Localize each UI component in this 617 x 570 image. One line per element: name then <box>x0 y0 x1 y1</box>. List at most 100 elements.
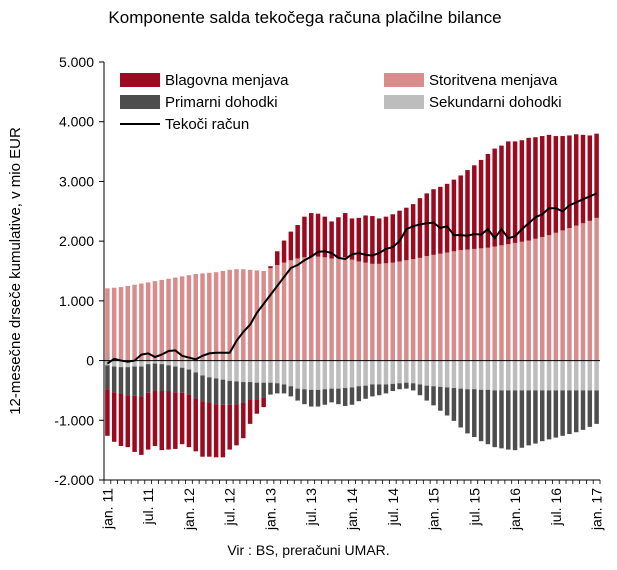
bar-sekundarni-dohodki-50 <box>445 361 449 388</box>
bar-primarni-dohodki-44 <box>404 383 408 389</box>
bar-primarni-dohodki-57 <box>492 390 496 447</box>
bar-sekundarni-dohodki-27 <box>289 361 293 387</box>
bar-blagovna-menjava-39 <box>370 216 374 264</box>
bar-primarni-dohodki-0 <box>105 365 109 389</box>
bar-storitvena-menjava-17 <box>221 271 225 361</box>
bar-storitvena-menjava-48 <box>431 255 435 361</box>
bar-sekundarni-dohodki-59 <box>506 361 510 391</box>
bar-sekundarni-dohodki-29 <box>302 361 306 390</box>
bar-primarni-dohodki-19 <box>234 381 238 404</box>
bar-storitvena-menjava-16 <box>214 272 218 360</box>
y-tick-label: 5.000 <box>59 54 94 70</box>
bar-primarni-dohodki-39 <box>370 384 374 396</box>
bar-primarni-dohodki-28 <box>295 389 299 401</box>
bar-blagovna-menjava-41 <box>384 217 388 264</box>
x-tick-label: jan. 15 <box>426 488 442 531</box>
bar-primarni-dohodki-48 <box>431 386 435 405</box>
bar-sekundarni-dohodki-11 <box>180 361 184 368</box>
x-tick-label: jan. 13 <box>262 488 278 531</box>
bar-primarni-dohodki-53 <box>465 389 469 433</box>
bar-primarni-dohodki-34 <box>336 389 340 405</box>
y-tick-label: -2.000 <box>54 472 94 488</box>
bar-primarni-dohodki-68 <box>567 390 571 434</box>
bar-storitvena-menjava-12 <box>187 275 191 360</box>
bar-sekundarni-dohodki-58 <box>499 361 503 391</box>
bar-blagovna-menjava-40 <box>377 218 381 263</box>
bar-blagovna-menjava-0 <box>105 389 109 436</box>
bar-storitvena-menjava-7 <box>153 281 157 360</box>
bar-sekundarni-dohodki-55 <box>479 361 483 390</box>
bar-sekundarni-dohodki-1 <box>112 361 116 367</box>
bar-blagovna-menjava-68 <box>567 135 571 228</box>
x-tick-label: jul. 14 <box>385 488 401 527</box>
bar-blagovna-menjava-4 <box>132 396 136 452</box>
bar-sekundarni-dohodki-8 <box>160 361 164 365</box>
x-tick-label: jul. 12 <box>222 488 238 527</box>
y-tick-label: 4.000 <box>59 114 94 130</box>
bar-sekundarni-dohodki-33 <box>329 361 333 389</box>
bar-sekundarni-dohodki-9 <box>166 361 170 366</box>
bar-sekundarni-dohodki-12 <box>187 361 191 370</box>
bar-primarni-dohodki-27 <box>289 386 293 396</box>
legend-label-blagovna-menjava: Blagovna menjava <box>165 72 289 89</box>
legend-label-sekundarni-dohodki: Sekundarni dohodki <box>429 94 562 111</box>
bar-sekundarni-dohodki-67 <box>560 361 564 391</box>
bar-storitvena-menjava-63 <box>533 239 537 361</box>
bar-sekundarni-dohodki-35 <box>343 361 347 388</box>
x-tick-label: jan. 14 <box>344 488 360 531</box>
bar-primarni-dohodki-10 <box>173 367 177 393</box>
bars-layer <box>105 134 599 458</box>
bar-primarni-dohodki-70 <box>581 390 585 429</box>
bar-storitvena-menjava-55 <box>479 248 483 360</box>
bar-sekundarni-dohodki-47 <box>425 361 429 386</box>
bar-storitvena-menjava-38 <box>363 263 367 361</box>
bar-blagovna-menjava-11 <box>180 393 184 444</box>
bar-blagovna-menjava-72 <box>594 134 598 218</box>
bar-primarni-dohodki-12 <box>187 370 191 395</box>
bar-primarni-dohodki-35 <box>343 388 347 406</box>
bar-sekundarni-dohodki-19 <box>234 361 238 382</box>
bar-primarni-dohodki-59 <box>506 390 510 449</box>
bar-sekundarni-dohodki-52 <box>458 361 462 389</box>
bar-sekundarni-dohodki-63 <box>533 361 537 391</box>
y-tick-label: 0 <box>86 353 94 369</box>
bar-primarni-dohodki-13 <box>193 373 197 399</box>
bar-primarni-dohodki-61 <box>520 390 524 447</box>
bar-primarni-dohodki-5 <box>139 367 143 397</box>
bar-blagovna-menjava-66 <box>554 136 558 233</box>
bar-blagovna-menjava-12 <box>187 395 191 448</box>
x-tick-label: jan. 12 <box>181 488 197 531</box>
bar-storitvena-menjava-44 <box>404 260 408 360</box>
bar-blagovna-menjava-15 <box>207 402 211 456</box>
bar-sekundarni-dohodki-39 <box>370 361 374 385</box>
bar-blagovna-menjava-37 <box>357 218 361 262</box>
bar-storitvena-menjava-50 <box>445 252 449 360</box>
bar-sekundarni-dohodki-16 <box>214 361 218 379</box>
bar-storitvena-menjava-58 <box>499 245 503 360</box>
bar-storitvena-menjava-39 <box>370 264 374 361</box>
bar-blagovna-menjava-13 <box>193 398 197 451</box>
bar-primarni-dohodki-51 <box>452 388 456 421</box>
bar-blagovna-menjava-69 <box>574 134 578 225</box>
bar-blagovna-menjava-42 <box>391 214 395 262</box>
legend-swatch-blagovna-menjava <box>120 73 160 87</box>
bar-storitvena-menjava-59 <box>506 244 510 360</box>
bar-sekundarni-dohodki-57 <box>492 361 496 391</box>
bar-storitvena-menjava-6 <box>146 282 150 360</box>
legend-label-storitvena-menjava: Storitvena menjava <box>429 72 558 89</box>
bar-primarni-dohodki-43 <box>397 383 401 389</box>
bar-storitvena-menjava-45 <box>411 259 415 361</box>
bar-sekundarni-dohodki-51 <box>452 361 456 388</box>
bar-sekundarni-dohodki-43 <box>397 361 401 384</box>
bar-storitvena-menjava-36 <box>350 260 354 361</box>
bar-blagovna-menjava-34 <box>336 217 340 258</box>
bar-sekundarni-dohodki-60 <box>513 361 517 391</box>
bar-sekundarni-dohodki-25 <box>275 361 279 384</box>
bar-primarni-dohodki-36 <box>350 387 354 404</box>
bar-sekundarni-dohodki-61 <box>520 361 524 391</box>
bar-storitvena-menjava-70 <box>581 223 585 360</box>
bar-primarni-dohodki-69 <box>574 390 578 432</box>
bar-blagovna-menjava-17 <box>221 405 225 458</box>
bar-primarni-dohodki-23 <box>261 383 265 398</box>
bar-primarni-dohodki-9 <box>166 365 170 391</box>
